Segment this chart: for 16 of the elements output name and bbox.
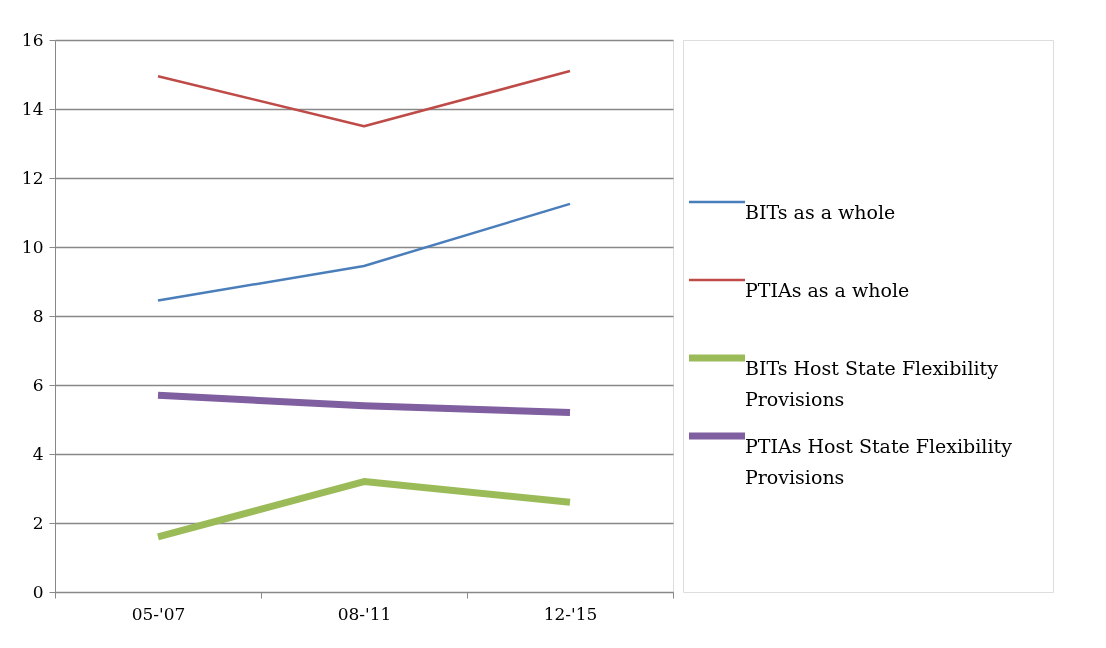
x-tick-label: 12-'15: [543, 603, 598, 624]
y-tick-label: 0: [32, 581, 44, 602]
y-tick-label: 6: [32, 374, 44, 395]
y-tick-label: 8: [32, 305, 44, 326]
y-tick-label: 14: [21, 98, 44, 119]
legend-label: BITs as a whole: [745, 201, 896, 223]
x-tick-label: 08-'11: [337, 603, 392, 624]
y-tick-label: 12: [21, 167, 44, 188]
legend-label: PTIAs as a whole: [745, 279, 910, 301]
y-tick-label: 4: [32, 443, 44, 464]
x-tick-label: 05-'07: [131, 603, 186, 624]
legend-label: PTIAs Host State Flexibility Provisions: [745, 435, 1013, 488]
y-tick-label: 10: [21, 236, 44, 257]
y-tick-label: 16: [21, 29, 44, 50]
y-tick-label: 2: [32, 512, 44, 533]
legend-label: BITs Host State Flexibility Provisions: [745, 357, 999, 410]
